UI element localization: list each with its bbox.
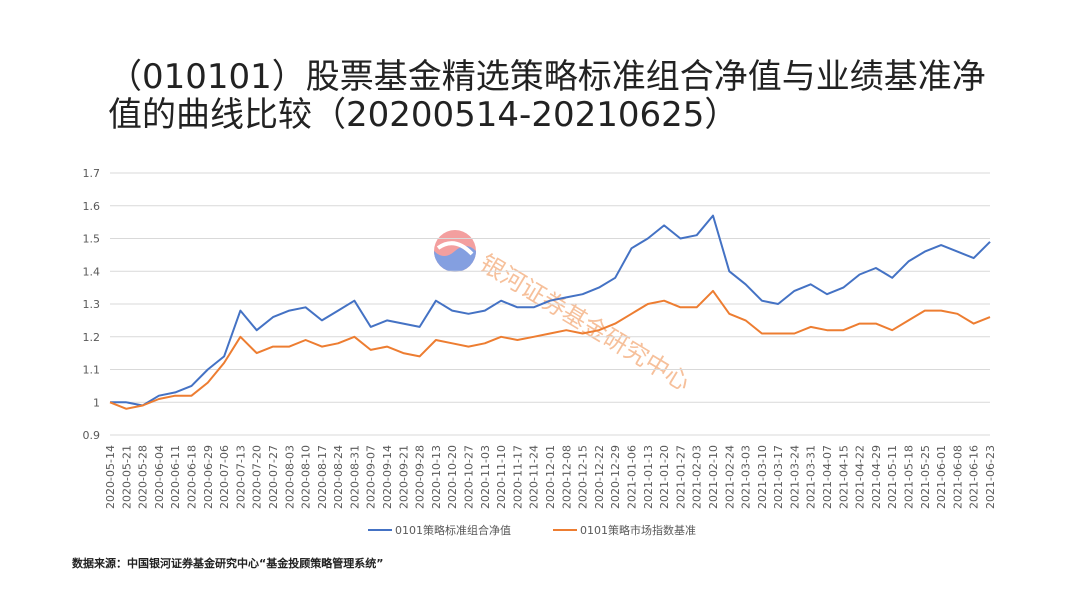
chart-title: （010101）股票基金精选策略标准组合净值与业绩基准净 — [108, 57, 986, 97]
legend-label: 0101策略市场指数基准 — [580, 523, 696, 537]
x-tick-label: 2020-11-24 — [528, 445, 541, 509]
x-tick-label: 2020-11-03 — [479, 445, 492, 509]
x-tick-label: 2021-05-18 — [903, 445, 916, 509]
x-tick-label: 2020-12-22 — [593, 445, 606, 509]
x-tick-label: 2020-08-24 — [332, 445, 345, 509]
x-tick-label: 2021-02-24 — [723, 445, 736, 509]
x-tick-label: 2020-11-17 — [511, 445, 524, 509]
x-tick-label: 2021-01-20 — [658, 445, 671, 509]
x-tick-label: 2021-03-17 — [772, 445, 785, 509]
x-tick-label: 2021-04-15 — [837, 445, 850, 509]
x-tick-label: 2020-06-04 — [153, 445, 166, 509]
x-tick-label: 2020-09-14 — [381, 445, 394, 509]
x-tick-label: 2021-01-13 — [642, 445, 655, 509]
x-tick-label: 2020-05-14 — [104, 445, 117, 509]
x-tick-label: 2020-09-28 — [414, 445, 427, 509]
x-tick-label: 2020-10-13 — [430, 445, 443, 509]
y-tick-label: 1.2 — [83, 331, 101, 344]
x-tick-label: 2020-09-21 — [397, 445, 410, 509]
x-tick-label: 2021-06-16 — [968, 445, 981, 509]
x-tick-label: 2021-06-08 — [951, 445, 964, 509]
x-tick-label: 2020-06-11 — [169, 445, 182, 509]
y-tick-label: 1.5 — [83, 233, 101, 246]
x-tick-label: 2021-01-27 — [674, 445, 687, 509]
x-tick-label: 2020-11-10 — [495, 445, 508, 509]
x-tick-label: 2021-01-06 — [625, 445, 638, 509]
x-tick-label: 2021-05-11 — [886, 445, 899, 509]
line-series — [110, 214, 991, 407]
x-tick-label: 2020-06-29 — [202, 445, 215, 509]
x-tick-label: 2020-12-01 — [544, 445, 557, 509]
x-tick-label: 2021-05-25 — [919, 445, 932, 509]
x-tick-label: 2020-06-18 — [185, 445, 198, 509]
y-tick-label: 0.9 — [83, 429, 101, 442]
y-tick-label: 1.1 — [83, 364, 101, 377]
x-tick-label: 2020-08-17 — [316, 445, 329, 509]
x-tick-label: 2021-06-01 — [935, 445, 948, 509]
y-tick-label: 1.4 — [83, 265, 101, 278]
x-tick-label: 2021-02-10 — [707, 445, 720, 509]
watermark-logo — [434, 230, 476, 272]
x-tick-label: 2020-09-07 — [365, 445, 378, 509]
x-tick-label: 2021-04-07 — [821, 445, 834, 509]
x-tick-label: 2020-08-31 — [348, 445, 361, 509]
x-tick-label: 2021-02-03 — [691, 445, 704, 509]
line-series — [109, 289, 991, 410]
x-tick-label: 2020-12-08 — [560, 445, 573, 509]
x-tick-label: 2020-05-21 — [120, 445, 133, 509]
x-tick-label: 2020-12-29 — [609, 445, 622, 509]
x-tick-label: 2021-03-24 — [788, 445, 801, 509]
y-tick-label: 1.7 — [83, 167, 101, 180]
x-tick-label: 2020-07-13 — [234, 445, 247, 509]
x-tick-label: 2020-05-28 — [137, 445, 150, 509]
x-tick-label: 2021-06-23 — [984, 445, 997, 509]
source-note: 数据来源：中国银河证券基金研究中心“基金投顾策略管理系统” — [72, 556, 383, 570]
y-tick-label: 1.6 — [83, 200, 101, 213]
chart-title: 值的曲线比较（20200514-20210625） — [108, 95, 738, 135]
x-tick-label: 2021-03-10 — [756, 445, 769, 509]
x-tick-label: 2020-12-15 — [577, 445, 590, 509]
x-tick-label: 2020-08-03 — [283, 445, 296, 509]
legend-label: 0101策略标准组合净值 — [395, 523, 511, 537]
x-tick-label: 2020-10-27 — [463, 445, 476, 509]
y-tick-label: 1.3 — [83, 298, 101, 311]
x-tick-label: 2021-04-22 — [854, 445, 867, 509]
x-tick-label: 2021-03-31 — [805, 445, 818, 509]
x-tick-label: 2020-07-20 — [251, 445, 264, 509]
x-tick-label: 2021-03-03 — [740, 445, 753, 509]
x-tick-label: 2020-08-10 — [300, 445, 313, 509]
x-tick-label: 2020-07-27 — [267, 445, 280, 509]
y-tick-label: 1 — [93, 396, 100, 409]
x-tick-label: 2021-04-29 — [870, 445, 883, 509]
x-tick-label: 2020-07-06 — [218, 445, 231, 509]
x-tick-label: 2020-10-20 — [446, 445, 459, 509]
